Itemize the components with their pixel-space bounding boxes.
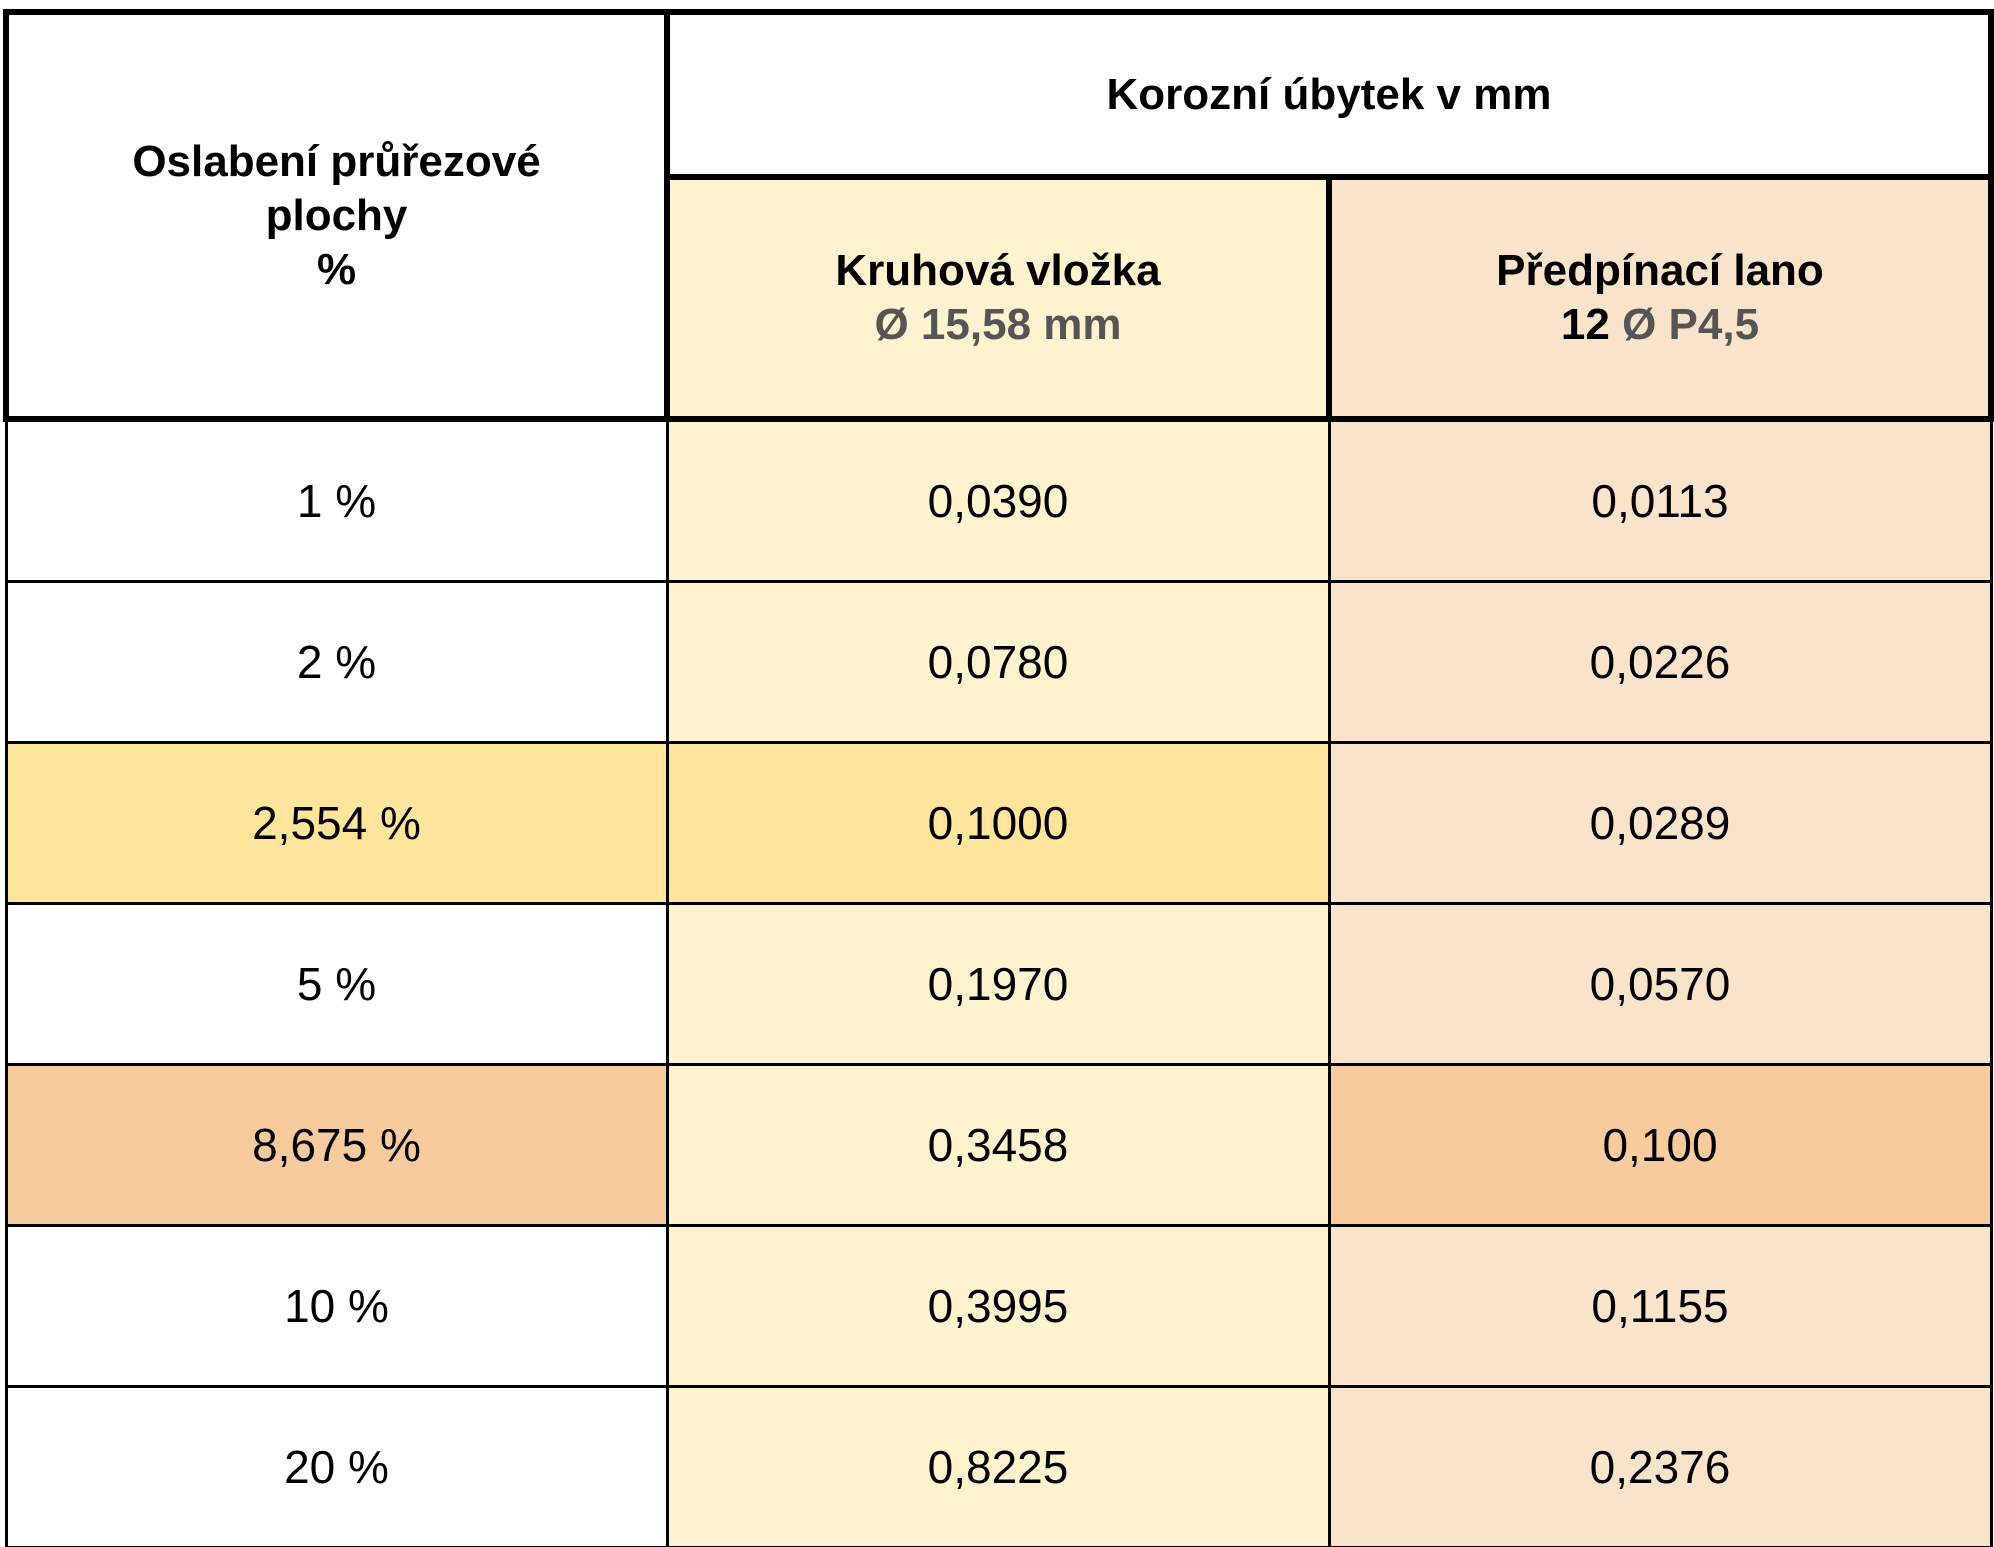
cell-pct: 2 %	[4, 580, 669, 744]
header-row-top: Oslabení průřezové plochy % Korozní úbyt…	[3, 9, 1994, 422]
header-lano-title: Předpínací lano	[1496, 246, 1824, 295]
header-weakening-line2: plochy	[265, 190, 408, 240]
cell-pct: 8,675 %	[4, 1063, 669, 1227]
header-kruhova-title: Kruhová vložka	[835, 246, 1161, 295]
table-row: 2 % 0,0780 0,0226	[4, 580, 1993, 744]
table-row: 20 % 0,8225 0,2376	[4, 1385, 1993, 1547]
table-row: 10 % 0,3995 0,1155	[4, 1224, 1993, 1388]
table-row-highlight-lano: 8,675 % 0,3458 0,100	[4, 1063, 1993, 1227]
cell-lano: 0,1155	[1327, 1224, 1993, 1388]
header-predpinaci-lano: Předpínací lano 12 Ø P4,5	[1326, 174, 1994, 422]
cell-kruhova: 0,1000	[665, 741, 1331, 905]
table-row: 5 % 0,1970 0,0570	[4, 902, 1993, 1066]
cell-lano: 0,2376	[1327, 1385, 1993, 1547]
table-row-highlight-kruhova: 2,554 % 0,1000 0,0289	[4, 741, 1993, 905]
header-weakening: Oslabení průřezové plochy %	[3, 9, 670, 422]
cell-pct: 1 %	[4, 417, 669, 583]
cell-kruhova: 0,0390	[665, 417, 1331, 583]
cell-kruhova: 0,1970	[665, 902, 1331, 1066]
header-kruhova-subtitle: Ø 15,58 mm	[874, 300, 1122, 349]
cell-lano: 0,0226	[1327, 580, 1993, 744]
header-kruhova-vlozka: Kruhová vložka Ø 15,58 mm	[664, 174, 1332, 422]
cell-kruhova: 0,0780	[665, 580, 1331, 744]
cell-pct: 10 %	[4, 1224, 669, 1388]
cell-pct: 20 %	[4, 1385, 669, 1547]
header-weakening-line3: %	[316, 244, 357, 294]
table-row: 1 % 0,0390 0,0113	[4, 417, 1993, 583]
header-corrosion-loss: Korozní úbytek v mm	[664, 9, 1994, 180]
cell-lano: 0,0113	[1327, 417, 1993, 583]
cell-kruhova: 0,8225	[665, 1385, 1331, 1547]
cell-pct: 5 %	[4, 902, 669, 1066]
header-lano-count: 12	[1560, 300, 1610, 349]
corrosion-table: Oslabení průřezové plochy % Korozní úbyt…	[3, 9, 1994, 1547]
cell-pct: 2,554 %	[4, 741, 669, 905]
cell-lano: 0,0289	[1327, 741, 1993, 905]
cell-lano: 0,100	[1327, 1063, 1993, 1227]
header-lano-subtitle: Ø P4,5	[1622, 300, 1760, 349]
cell-kruhova: 0,3458	[665, 1063, 1331, 1227]
header-row-sub: Kruhová vložka Ø 15,58 mm Předpínací lan…	[6, 174, 1994, 422]
header-weakening-line1: Oslabení průřezové	[132, 136, 541, 186]
cell-lano: 0,0570	[1327, 902, 1993, 1066]
cell-kruhova: 0,3995	[665, 1224, 1331, 1388]
